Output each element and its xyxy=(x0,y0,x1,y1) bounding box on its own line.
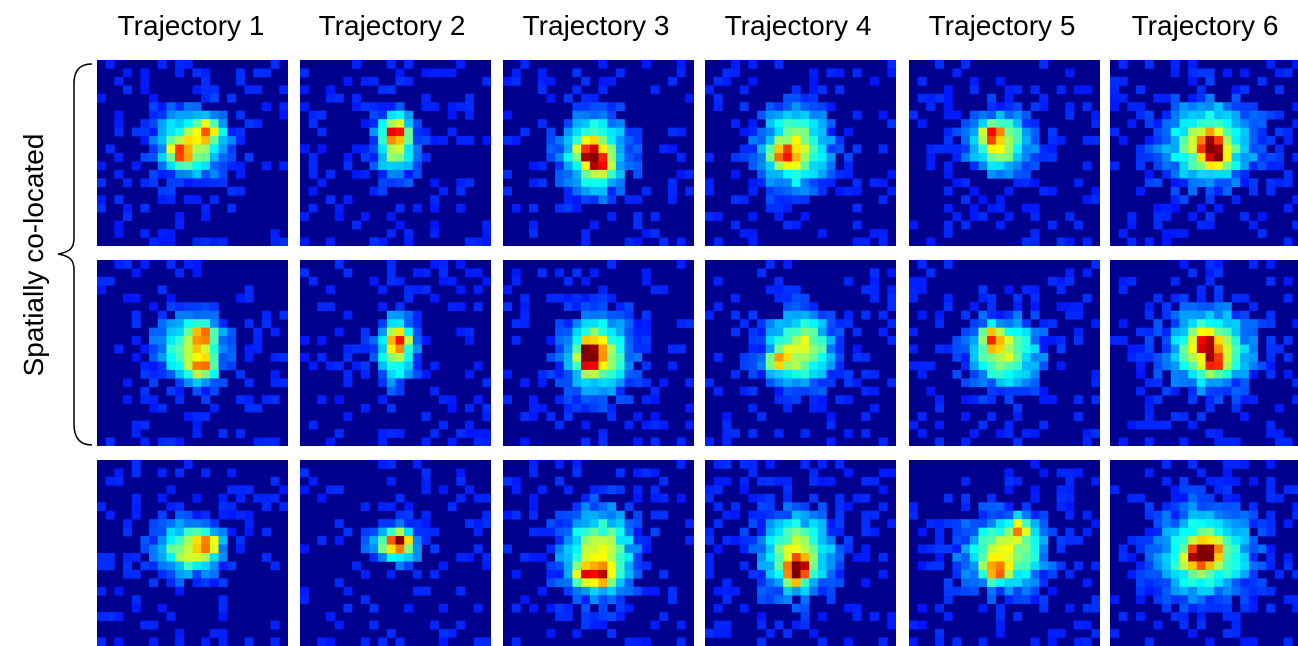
column-title-1: Trajectory 1 xyxy=(117,10,265,41)
heatmap-r2-c4 xyxy=(705,260,896,446)
heatmap-r2-c2 xyxy=(300,260,491,446)
heatmap-r2-c3 xyxy=(503,260,694,446)
column-title-4: Trajectory 4 xyxy=(724,10,872,41)
column-title-2: Trajectory 2 xyxy=(318,10,466,41)
heatmap-r3-c3 xyxy=(503,460,694,646)
heatmap-r1-c6 xyxy=(1110,60,1298,246)
column-title-5: Trajectory 5 xyxy=(928,10,1076,41)
heatmap-r2-c1 xyxy=(97,260,288,446)
heatmap-r3-c5 xyxy=(909,460,1100,646)
heatmap-r2-c5 xyxy=(909,260,1100,446)
heatmap-r3-c6 xyxy=(1110,460,1298,646)
heatmap-r1-c1 xyxy=(97,60,288,246)
heatmap-r1-c5 xyxy=(909,60,1100,246)
row-group-brace xyxy=(57,63,93,446)
heatmap-r3-c4 xyxy=(705,460,896,646)
row-group-label: Spatially co-located xyxy=(18,133,49,377)
heatmap-r3-c2 xyxy=(300,460,491,646)
column-title-3: Trajectory 3 xyxy=(522,10,670,41)
heatmap-r1-c3 xyxy=(503,60,694,246)
heatmap-r3-c1 xyxy=(97,460,288,646)
heatmap-r1-c4 xyxy=(705,60,896,246)
heatmap-r1-c2 xyxy=(300,60,491,246)
column-title-6: Trajectory 6 xyxy=(1131,10,1279,41)
heatmap-r2-c6 xyxy=(1110,260,1298,446)
